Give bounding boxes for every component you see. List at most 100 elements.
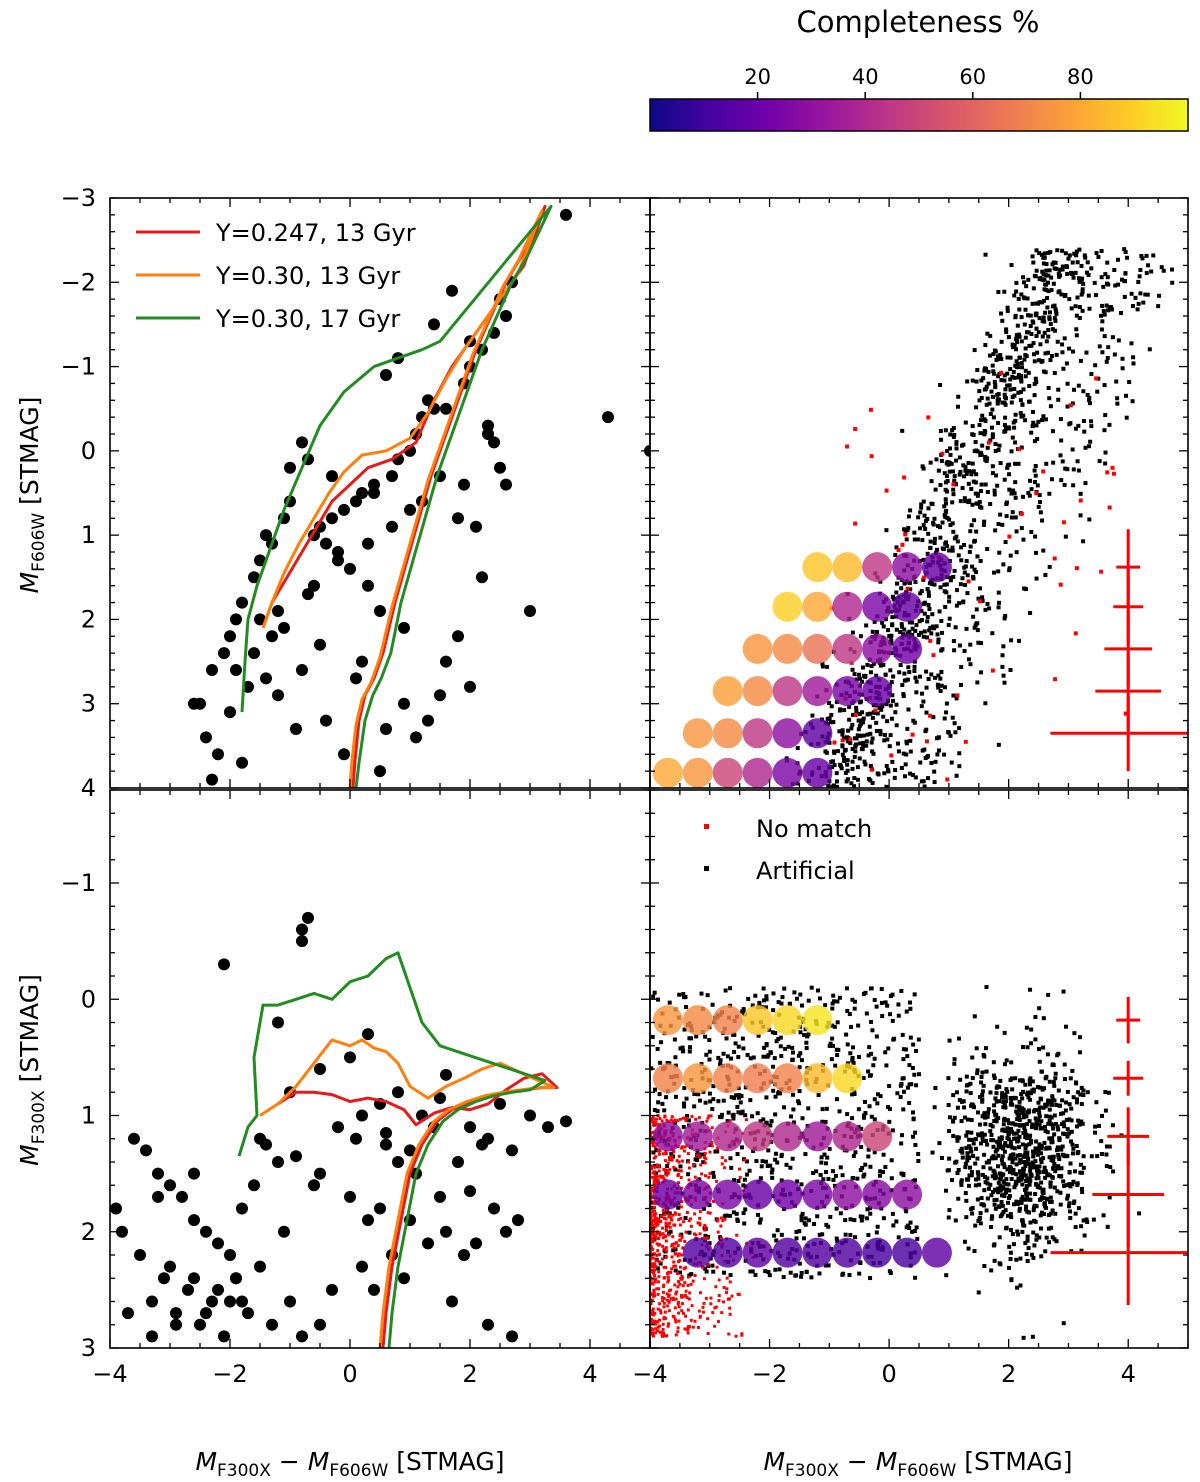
- artificial-point: [969, 523, 974, 528]
- artificial-point: [1100, 1113, 1105, 1118]
- artificial-point: [932, 516, 937, 521]
- artificial-point: [933, 487, 938, 492]
- artificial-point: [993, 1149, 998, 1154]
- nomatch-point: [657, 1270, 661, 1274]
- artificial-point: [988, 502, 993, 507]
- artificial-point: [980, 1135, 985, 1140]
- observed-point: [362, 1214, 374, 1227]
- nomatch-point: [709, 1296, 713, 1300]
- artificial-point: [1043, 1175, 1048, 1180]
- artificial-point: [1039, 1160, 1044, 1165]
- artificial-point: [1002, 373, 1007, 378]
- artificial-point: [952, 474, 957, 479]
- observed-point: [224, 1295, 236, 1308]
- artificial-point: [1028, 1220, 1033, 1225]
- artificial-point: [1024, 1191, 1029, 1196]
- artificial-point: [1010, 1232, 1015, 1237]
- artificial-point: [801, 1236, 806, 1241]
- artificial-point: [1014, 529, 1019, 534]
- artificial-point: [681, 1101, 686, 1106]
- nomatch-point: [666, 1280, 670, 1284]
- artificial-point: [1035, 1172, 1040, 1177]
- artificial-point: [798, 1030, 803, 1035]
- nomatch-point: [677, 1252, 681, 1256]
- artificial-point: [1008, 553, 1013, 558]
- artificial-point: [948, 452, 953, 457]
- artificial-point: [1008, 1250, 1013, 1255]
- artificial-point: [942, 582, 947, 587]
- nomatch-point: [682, 1149, 686, 1153]
- artificial-point: [1019, 1201, 1024, 1206]
- artificial-point: [1015, 1153, 1020, 1158]
- artificial-point: [1038, 1097, 1043, 1102]
- nomatch-point: [672, 1223, 676, 1227]
- artificial-point: [899, 586, 904, 591]
- artificial-point: [1096, 254, 1101, 259]
- nomatch-point: [686, 1275, 690, 1279]
- artificial-point: [947, 1156, 952, 1161]
- artificial-point: [926, 593, 931, 598]
- artificial-point: [790, 1057, 795, 1062]
- artificial-point: [1080, 308, 1085, 313]
- artificial-point: [1058, 1190, 1063, 1195]
- nomatch-point: [650, 1186, 654, 1190]
- nomatch-point: [713, 1306, 717, 1310]
- artificial-point: [697, 1098, 702, 1103]
- nomatch-point: [652, 1201, 656, 1205]
- artificial-point: [848, 1232, 853, 1237]
- artificial-point: [1089, 1154, 1094, 1159]
- artificial-point: [991, 1073, 996, 1078]
- completeness-marker: [712, 1121, 743, 1152]
- artificial-point: [864, 1011, 869, 1016]
- artificial-point: [962, 496, 967, 501]
- artificial-point: [968, 642, 973, 647]
- observed-point: [236, 756, 248, 769]
- artificial-point: [1006, 1129, 1011, 1134]
- artificial-point: [1071, 1201, 1076, 1206]
- nomatch-point: [708, 1211, 712, 1215]
- artificial-point: [947, 469, 952, 474]
- artificial-point: [859, 1126, 864, 1131]
- artificial-point: [1031, 420, 1036, 425]
- artificial-point: [659, 1040, 664, 1045]
- artificial-point: [955, 1171, 960, 1176]
- artificial-point: [902, 774, 907, 779]
- artificial-point: [944, 701, 949, 706]
- artificial-point: [831, 1177, 836, 1182]
- artificial-point: [845, 1008, 850, 1013]
- artificial-point: [992, 379, 997, 384]
- artificial-point: [1038, 1085, 1043, 1090]
- artificial-point: [1129, 291, 1134, 296]
- nomatch-point: [1058, 582, 1063, 587]
- nomatch-point: [720, 1156, 724, 1160]
- artificial-point: [901, 751, 906, 756]
- artificial-point: [922, 747, 927, 752]
- artificial-point: [1097, 1124, 1102, 1129]
- artificial-point: [997, 1235, 1002, 1240]
- nomatch-point: [717, 1299, 721, 1303]
- artificial-point: [820, 1232, 825, 1237]
- completeness-marker: [862, 1237, 893, 1268]
- artificial-point: [1001, 1210, 1006, 1215]
- completeness-marker: [712, 718, 743, 749]
- artificial-point: [1053, 1076, 1058, 1081]
- artificial-point: [1002, 423, 1007, 428]
- artificial-point: [826, 1224, 831, 1229]
- y-tick-label: 3: [81, 690, 96, 718]
- nomatch-point: [699, 1291, 703, 1295]
- artificial-point: [1081, 389, 1086, 394]
- artificial-point: [798, 992, 803, 997]
- observed-point: [164, 1260, 176, 1273]
- artificial-point: [1032, 1109, 1037, 1114]
- artificial-point: [989, 1216, 994, 1221]
- artificial-point: [982, 519, 987, 524]
- observed-point: [224, 706, 236, 719]
- artificial-point: [835, 1239, 840, 1244]
- observed-point: [362, 1028, 374, 1041]
- completeness-marker: [772, 1179, 803, 1210]
- artificial-point: [1008, 355, 1013, 360]
- artificial-point: [1059, 1174, 1064, 1179]
- artificial-point: [1011, 1121, 1016, 1126]
- artificial-point: [728, 986, 733, 991]
- observed-point: [230, 664, 242, 676]
